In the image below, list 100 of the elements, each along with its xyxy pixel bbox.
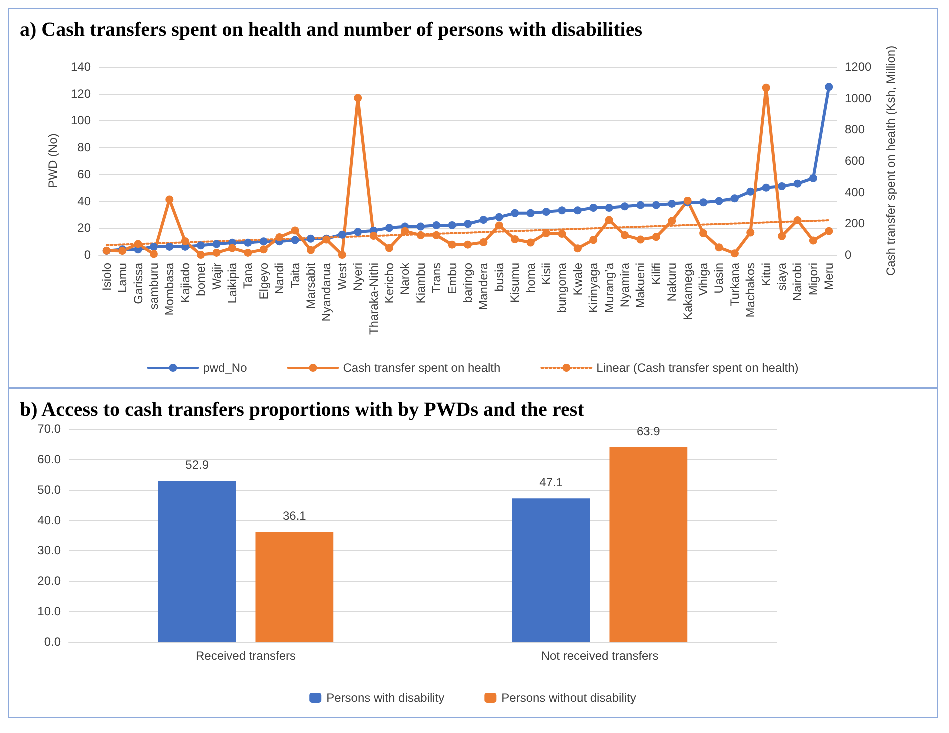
point	[778, 232, 786, 240]
point	[825, 227, 834, 236]
point	[416, 231, 425, 240]
point	[228, 244, 236, 252]
point	[464, 220, 472, 228]
bar	[512, 498, 590, 642]
point	[464, 240, 472, 249]
x-tick-label: Wajir	[210, 263, 224, 290]
bar	[610, 448, 688, 642]
x-tick-label: Mombasa	[162, 262, 177, 316]
point	[448, 240, 456, 249]
y2-tick-label: 200	[845, 216, 866, 231]
y-tick-label: 140	[70, 60, 92, 74]
bar	[256, 532, 334, 642]
point	[668, 217, 676, 226]
legend-label: pwd_No	[203, 361, 248, 375]
x-tick-label: Kwale	[570, 262, 585, 296]
y2-tick-label: 0	[845, 248, 852, 262]
point	[338, 251, 346, 259]
point	[715, 197, 724, 206]
y2-tick-label: 1000	[845, 91, 872, 106]
point	[354, 94, 362, 102]
x-tick-label: Kisii	[540, 263, 554, 286]
chart-title: b) Access to cash transfers proportions with by PWDs and the rest	[20, 399, 585, 421]
x-tick-label: Lamu	[116, 263, 130, 294]
x-tick-label: Laikipia	[225, 262, 240, 304]
point	[794, 216, 802, 225]
x-tick-label: Vihiga	[696, 262, 711, 296]
point	[134, 240, 142, 248]
point	[730, 194, 739, 203]
x-tick-label: Turkana	[728, 262, 742, 307]
point	[542, 229, 551, 238]
x-tick-label: Nakuru	[665, 263, 680, 302]
bar	[158, 481, 236, 642]
y-tick-label: 80	[78, 140, 92, 155]
point	[715, 244, 724, 252]
point	[495, 222, 504, 230]
point	[825, 83, 834, 92]
point	[590, 204, 598, 212]
y-tick-label: 0	[84, 248, 92, 262]
x-tick-label: Taita	[288, 262, 302, 288]
y2-tick-label: 800	[845, 122, 866, 137]
point	[762, 184, 770, 192]
point	[762, 84, 770, 92]
point	[636, 236, 645, 244]
point	[480, 238, 488, 246]
point	[574, 206, 582, 215]
y-tick-label: 40	[78, 194, 92, 208]
point	[276, 233, 284, 242]
point	[809, 174, 818, 182]
point	[495, 213, 504, 222]
point	[511, 209, 520, 218]
data-label: 47.1	[540, 476, 564, 490]
y-tick-label: 60	[78, 167, 92, 182]
legend-label: Linear (Cash transfer spent on health)	[596, 361, 799, 375]
y-tick-label: 50.0	[38, 482, 62, 497]
point	[338, 230, 346, 239]
point	[542, 208, 551, 216]
legend-label: Persons without disability	[502, 691, 636, 705]
point	[244, 238, 252, 247]
point	[652, 201, 660, 210]
x-tick-label: homa	[524, 262, 538, 294]
point	[574, 244, 582, 253]
x-tick-label: Kitui	[759, 263, 774, 286]
point	[306, 234, 315, 243]
data-label: 52.9	[186, 458, 210, 472]
point	[181, 238, 190, 246]
x-tick-label: Kisumu	[508, 263, 522, 304]
data-label: 36.1	[282, 509, 307, 524]
point	[260, 238, 268, 246]
point	[558, 230, 566, 238]
point	[386, 244, 394, 252]
x-tick-label: Not received transfers	[541, 649, 659, 663]
point	[416, 222, 425, 231]
point	[150, 250, 158, 258]
point	[700, 198, 708, 207]
x-tick-label: Nandi	[272, 263, 287, 294]
point	[197, 242, 206, 250]
point	[432, 231, 441, 240]
point	[511, 235, 520, 244]
x-tick-label: Isiolo	[100, 262, 114, 292]
y2-tick-label: 600	[845, 154, 866, 168]
point	[605, 216, 614, 224]
point	[354, 228, 362, 236]
point	[526, 238, 535, 247]
point	[306, 246, 315, 254]
x-tick-label: Tharaka-Nithi	[366, 263, 381, 336]
x-tick-label: Tana	[241, 262, 256, 290]
point	[150, 242, 158, 251]
point	[621, 202, 630, 211]
x-tick-label: Nyandarua	[320, 262, 334, 322]
point	[244, 248, 252, 257]
x-tick-label: Kiambu	[414, 263, 428, 304]
point	[700, 229, 708, 238]
x-tick-label: Migori	[806, 263, 820, 296]
y-tick-label: 100	[70, 114, 92, 128]
y-tick-label: 30.0	[38, 544, 62, 558]
x-tick-label: busia	[492, 262, 506, 292]
x-tick-label: Makueni	[634, 263, 648, 308]
point	[746, 228, 755, 237]
